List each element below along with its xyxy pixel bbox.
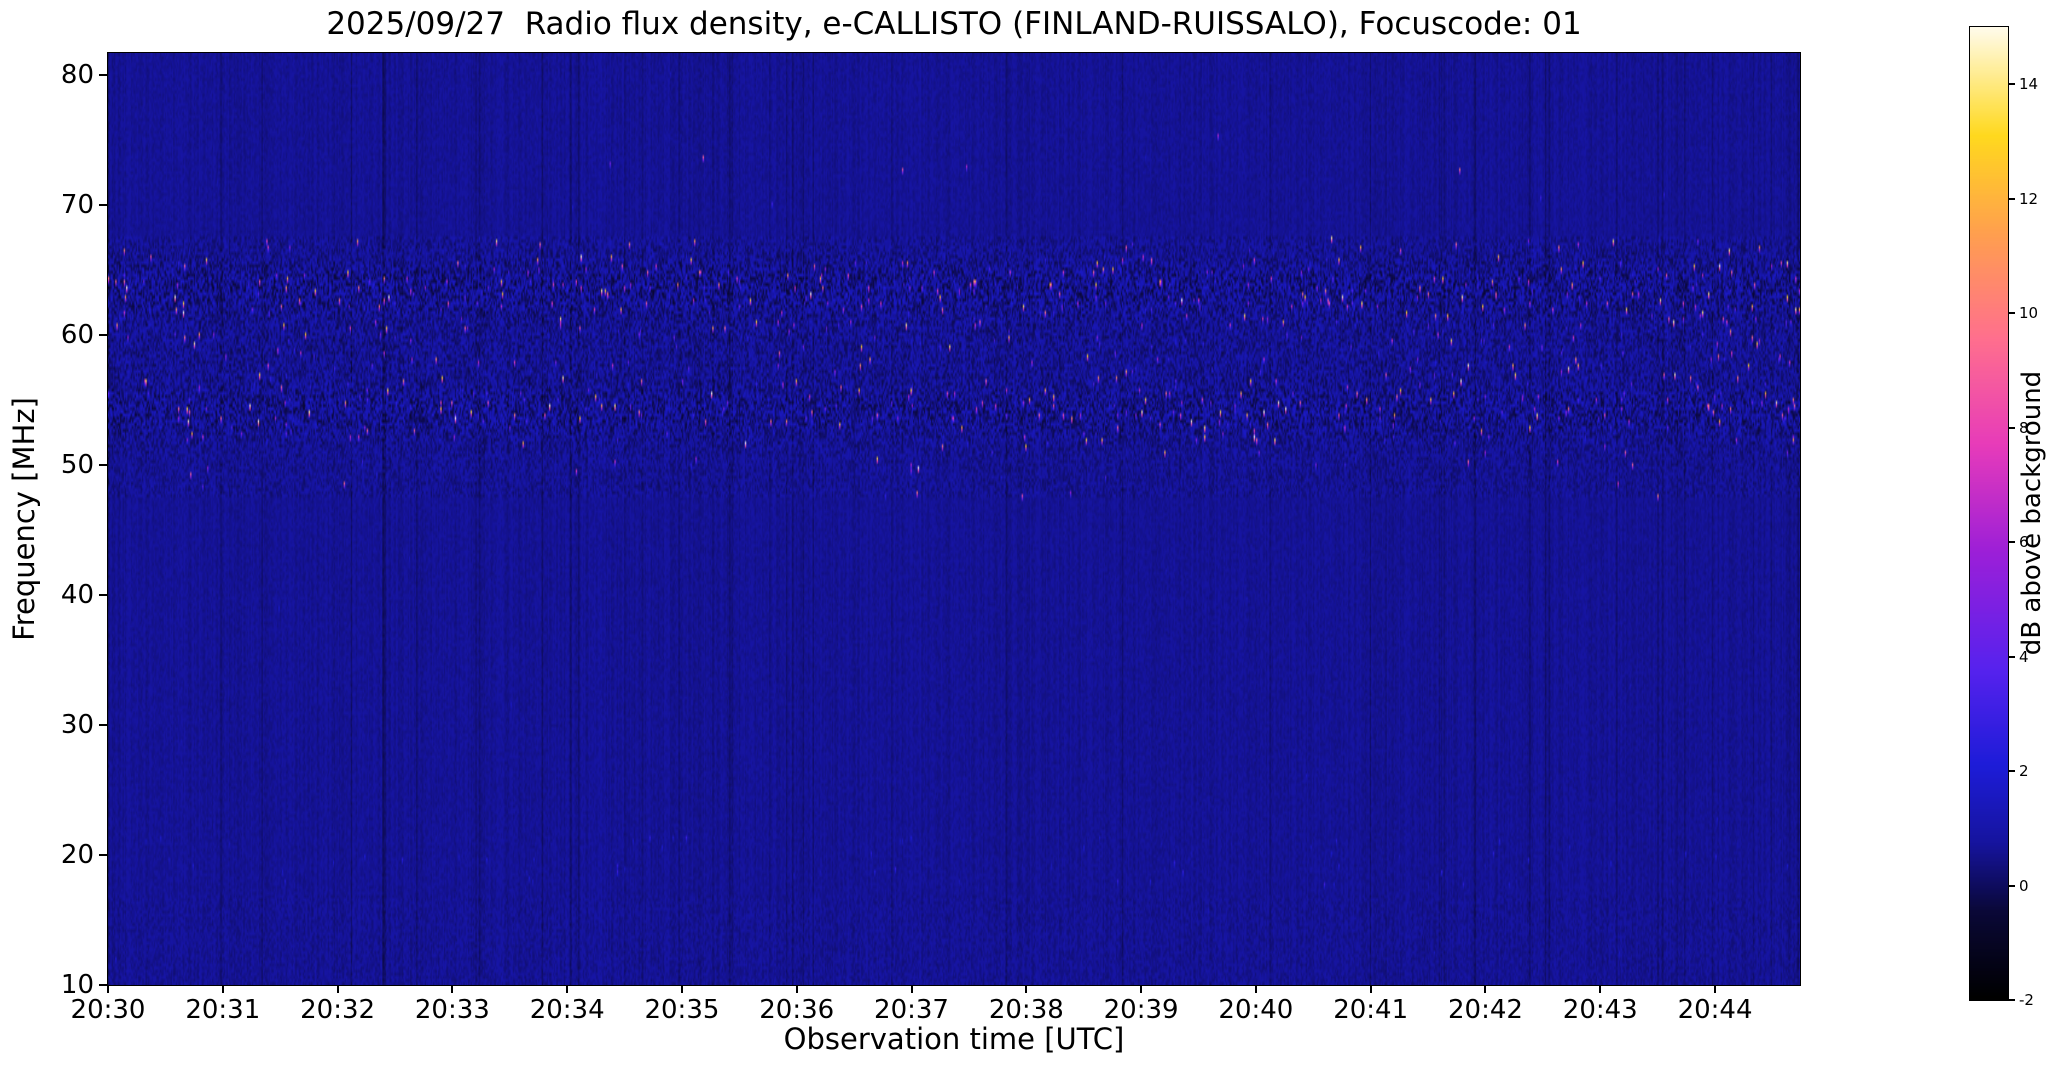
colorbar-label: dB above background [2017,370,2047,656]
x-tick-mark [1140,985,1143,993]
x-tick-label: 20:30 [70,995,146,1025]
y-tick-label: 40 [60,580,94,611]
x-tick-label: 20:32 [300,995,376,1025]
colorbar-tick-label: 6 [2019,533,2029,552]
colorbar-tick-mark [2008,770,2015,773]
x-tick-label: 20:40 [1218,995,1294,1025]
chart-title: 2025/09/27 Radio flux density, e-CALLIST… [326,6,1582,42]
y-tick-label: 10 [60,970,94,1000]
y-tick-mark [99,74,108,77]
y-tick-label: 70 [60,190,94,221]
colorbar: -2 0 2 4 6 8 10 12 14 [1969,26,2038,1009]
colorbar-tick-mark [2008,312,2015,315]
x-tick-label: 20:37 [874,995,949,1025]
y-tick-label: 80 [60,60,94,91]
y-tick-label: 50 [60,450,94,481]
colorbar-tick-mark [2008,999,2015,1001]
x-tick-label: 20:38 [988,995,1064,1025]
x-tick-mark [1025,985,1028,993]
plot-area: 20:30 20:31 20:32 20:33 20:34 20:35 20:36 20:37… [61,52,1801,1025]
x-tick-mark [107,985,109,993]
x-tick-mark [566,985,569,993]
x-tick-label: 20:41 [1333,995,1409,1025]
y-tick-label: 20 [60,840,94,870]
x-tick-mark [336,985,339,993]
x-tick-label: 20:39 [1103,995,1179,1025]
x-tick-mark [451,985,454,993]
x-tick-label: 20:44 [1677,995,1753,1025]
colorbar-tick-label: 8 [2019,418,2029,437]
x-tick-mark [680,985,683,993]
colorbar-tick-mark [2008,83,2015,86]
colorbar-tick-label: -2 [2019,991,2034,1009]
y-tick-mark [99,204,108,207]
x-tick-mark [1599,985,1602,993]
y-tick-mark [99,594,108,597]
y-tick-mark [99,984,108,986]
y-axis-label: Frequency [MHz] [7,397,41,641]
y-tick-mark [99,464,108,467]
colorbar-tick-mark [2008,426,2015,429]
colorbar-tick-label: 12 [2019,189,2039,208]
spectrogram-canvas [108,53,1800,985]
colorbar-tick-mark [2008,655,2015,658]
x-tick-label: 20:35 [644,995,720,1025]
colorbar-tick-mark [2008,884,2015,887]
y-tick-mark [99,724,108,727]
y-tick-label: 60 [60,320,94,351]
x-tick-mark [1714,985,1717,993]
y-tick-mark [99,854,108,856]
x-tick-label: 20:34 [529,995,605,1025]
colorbar-tick-label: 4 [2019,647,2029,666]
x-tick-mark [1369,985,1372,993]
x-tick-mark [795,985,798,993]
x-tick-label: 20:43 [1562,995,1638,1025]
colorbar-gradient-canvas [1970,27,2008,1000]
colorbar-tick-label: 14 [2019,75,2039,94]
colorbar-tick-label: 10 [2019,304,2039,323]
colorbar-tick-mark [2008,541,2015,544]
y-tick-mark [99,334,108,337]
x-tick-label: 20:31 [185,995,261,1025]
colorbar-tick-label: 0 [2019,876,2029,895]
x-tick-mark [910,985,913,993]
x-tick-mark [221,985,224,993]
y-tick-label: 30 [60,710,94,741]
x-tick-label: 20:36 [759,995,835,1025]
x-tick-mark [1484,985,1487,993]
x-axis-label: Observation time [UTC] [783,1022,1125,1056]
colorbar-tick-label: 2 [2019,762,2029,781]
colorbar-tick-mark [2008,197,2015,200]
x-tick-label: 20:42 [1448,995,1523,1025]
x-tick-mark [1254,985,1257,993]
x-tick-label: 20:33 [414,995,490,1025]
